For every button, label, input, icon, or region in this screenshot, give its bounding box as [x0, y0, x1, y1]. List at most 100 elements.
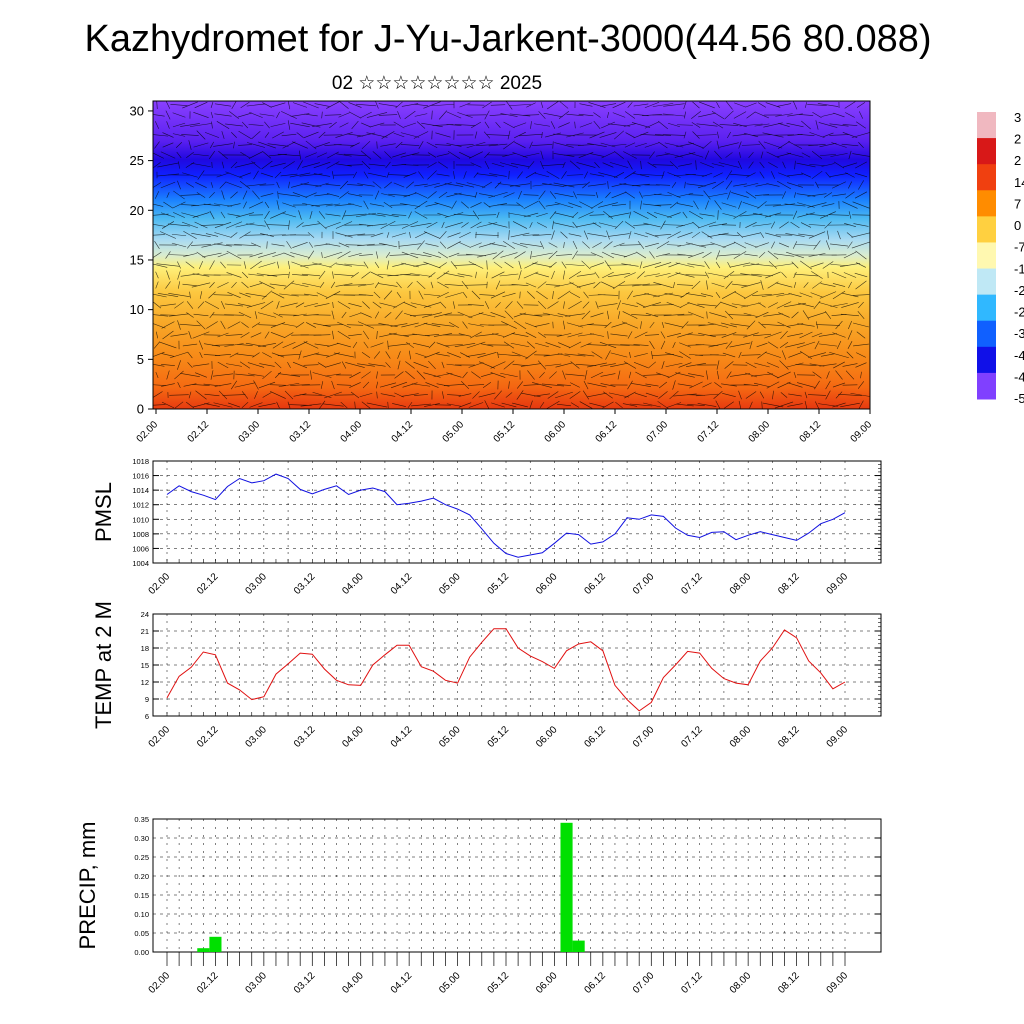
wind-barb — [611, 203, 627, 207]
wind-barb — [608, 233, 630, 237]
wind-barb — [501, 321, 517, 329]
wind-barb — [811, 170, 823, 180]
wind-barb — [325, 243, 341, 247]
wind-barb — [361, 160, 371, 170]
wind-barb — [666, 402, 682, 408]
wind-barb — [315, 182, 329, 188]
wind-barb — [857, 381, 865, 389]
wind-barb — [752, 223, 772, 227]
wind-barb — [407, 401, 413, 409]
wind-barb — [692, 101, 700, 109]
wind-barb — [700, 293, 714, 297]
wind-barb — [645, 312, 659, 318]
wind-barb — [714, 200, 722, 210]
wind-barb — [305, 192, 317, 198]
wind-barb — [532, 262, 552, 268]
wind-barb — [391, 232, 407, 238]
wind-barb — [249, 402, 263, 408]
wind-barb — [759, 171, 765, 179]
wind-barb — [676, 222, 694, 228]
wind-barb — [593, 281, 601, 289]
wind-barb — [210, 102, 214, 108]
wind-barb — [508, 104, 532, 106]
wind-barb — [424, 351, 440, 359]
wind-barb — [443, 272, 465, 278]
wind-barb — [751, 273, 773, 277]
wind-barb — [811, 332, 823, 338]
wind-barb — [603, 391, 613, 399]
wind-barb — [818, 122, 838, 128]
wind-barb — [667, 172, 681, 178]
wind-barb — [786, 152, 804, 158]
wind-barb — [416, 280, 426, 290]
wind-barb — [627, 380, 633, 390]
wind-barb — [691, 231, 701, 239]
wind-barb — [820, 353, 836, 357]
wind-barb — [587, 382, 607, 388]
wind-barb — [396, 291, 402, 299]
wind-barb — [686, 363, 706, 367]
wind-barb — [374, 261, 380, 269]
wind-barb — [534, 323, 550, 327]
wind-barb — [576, 282, 596, 288]
wind-barb — [662, 113, 686, 117]
wind-barb — [422, 312, 442, 318]
wind-barb — [292, 361, 308, 369]
wind-barb — [627, 290, 633, 300]
wind-barb — [797, 134, 815, 136]
wind-barb — [314, 142, 330, 148]
wind-barb — [672, 380, 676, 390]
wind-barb — [549, 191, 557, 199]
wind-barb — [577, 353, 595, 357]
wind-barb — [848, 281, 852, 289]
y-tick-label: 25 — [130, 153, 144, 168]
wind-barb — [740, 273, 762, 277]
wind-barb — [441, 361, 445, 369]
wind-barb — [379, 332, 397, 338]
wind-barb — [656, 241, 670, 249]
wind-barb — [711, 282, 725, 288]
wind-barb — [153, 301, 162, 309]
wind-barb — [714, 382, 722, 388]
wind-barb — [519, 291, 521, 299]
wind-barb — [156, 101, 158, 109]
wind-barb — [812, 371, 822, 379]
wind-barb — [234, 244, 256, 246]
wind-barb — [676, 203, 694, 207]
wind-barb — [587, 324, 607, 326]
wind-barb — [218, 390, 228, 400]
wind-barb — [578, 211, 594, 219]
wind-barb — [253, 170, 259, 180]
wind-barb — [582, 390, 590, 400]
wind-barb — [197, 301, 205, 309]
wind-barb — [251, 322, 261, 328]
wind-barb — [503, 140, 515, 150]
wind-barb — [204, 393, 220, 397]
wind-barb — [270, 332, 286, 338]
wind-barb — [454, 193, 476, 197]
wind-barb — [605, 350, 611, 360]
wind-barb — [689, 210, 703, 220]
wind-barb — [459, 151, 471, 159]
wind-barb — [645, 392, 659, 398]
wind-barb — [556, 333, 572, 337]
wind-barb — [276, 111, 280, 119]
wind-barb — [657, 401, 669, 409]
wind-barb — [313, 323, 331, 327]
wind-barb — [832, 332, 846, 338]
wind-barb — [431, 110, 433, 120]
wind-barb — [425, 243, 439, 247]
wind-barb — [725, 101, 733, 110]
wind-barb — [416, 121, 426, 129]
wind-barb — [386, 232, 390, 238]
wind-barb — [260, 172, 274, 178]
wind-barb — [260, 193, 274, 197]
wind-barb — [822, 132, 834, 138]
wind-barb — [531, 252, 553, 258]
wind-barb — [260, 300, 274, 310]
wind-barb — [819, 291, 837, 299]
wind-barb — [493, 261, 503, 269]
x-tick-label: 03.00 — [244, 571, 270, 597]
wind-barb — [348, 303, 362, 307]
wind-barb — [435, 144, 451, 146]
